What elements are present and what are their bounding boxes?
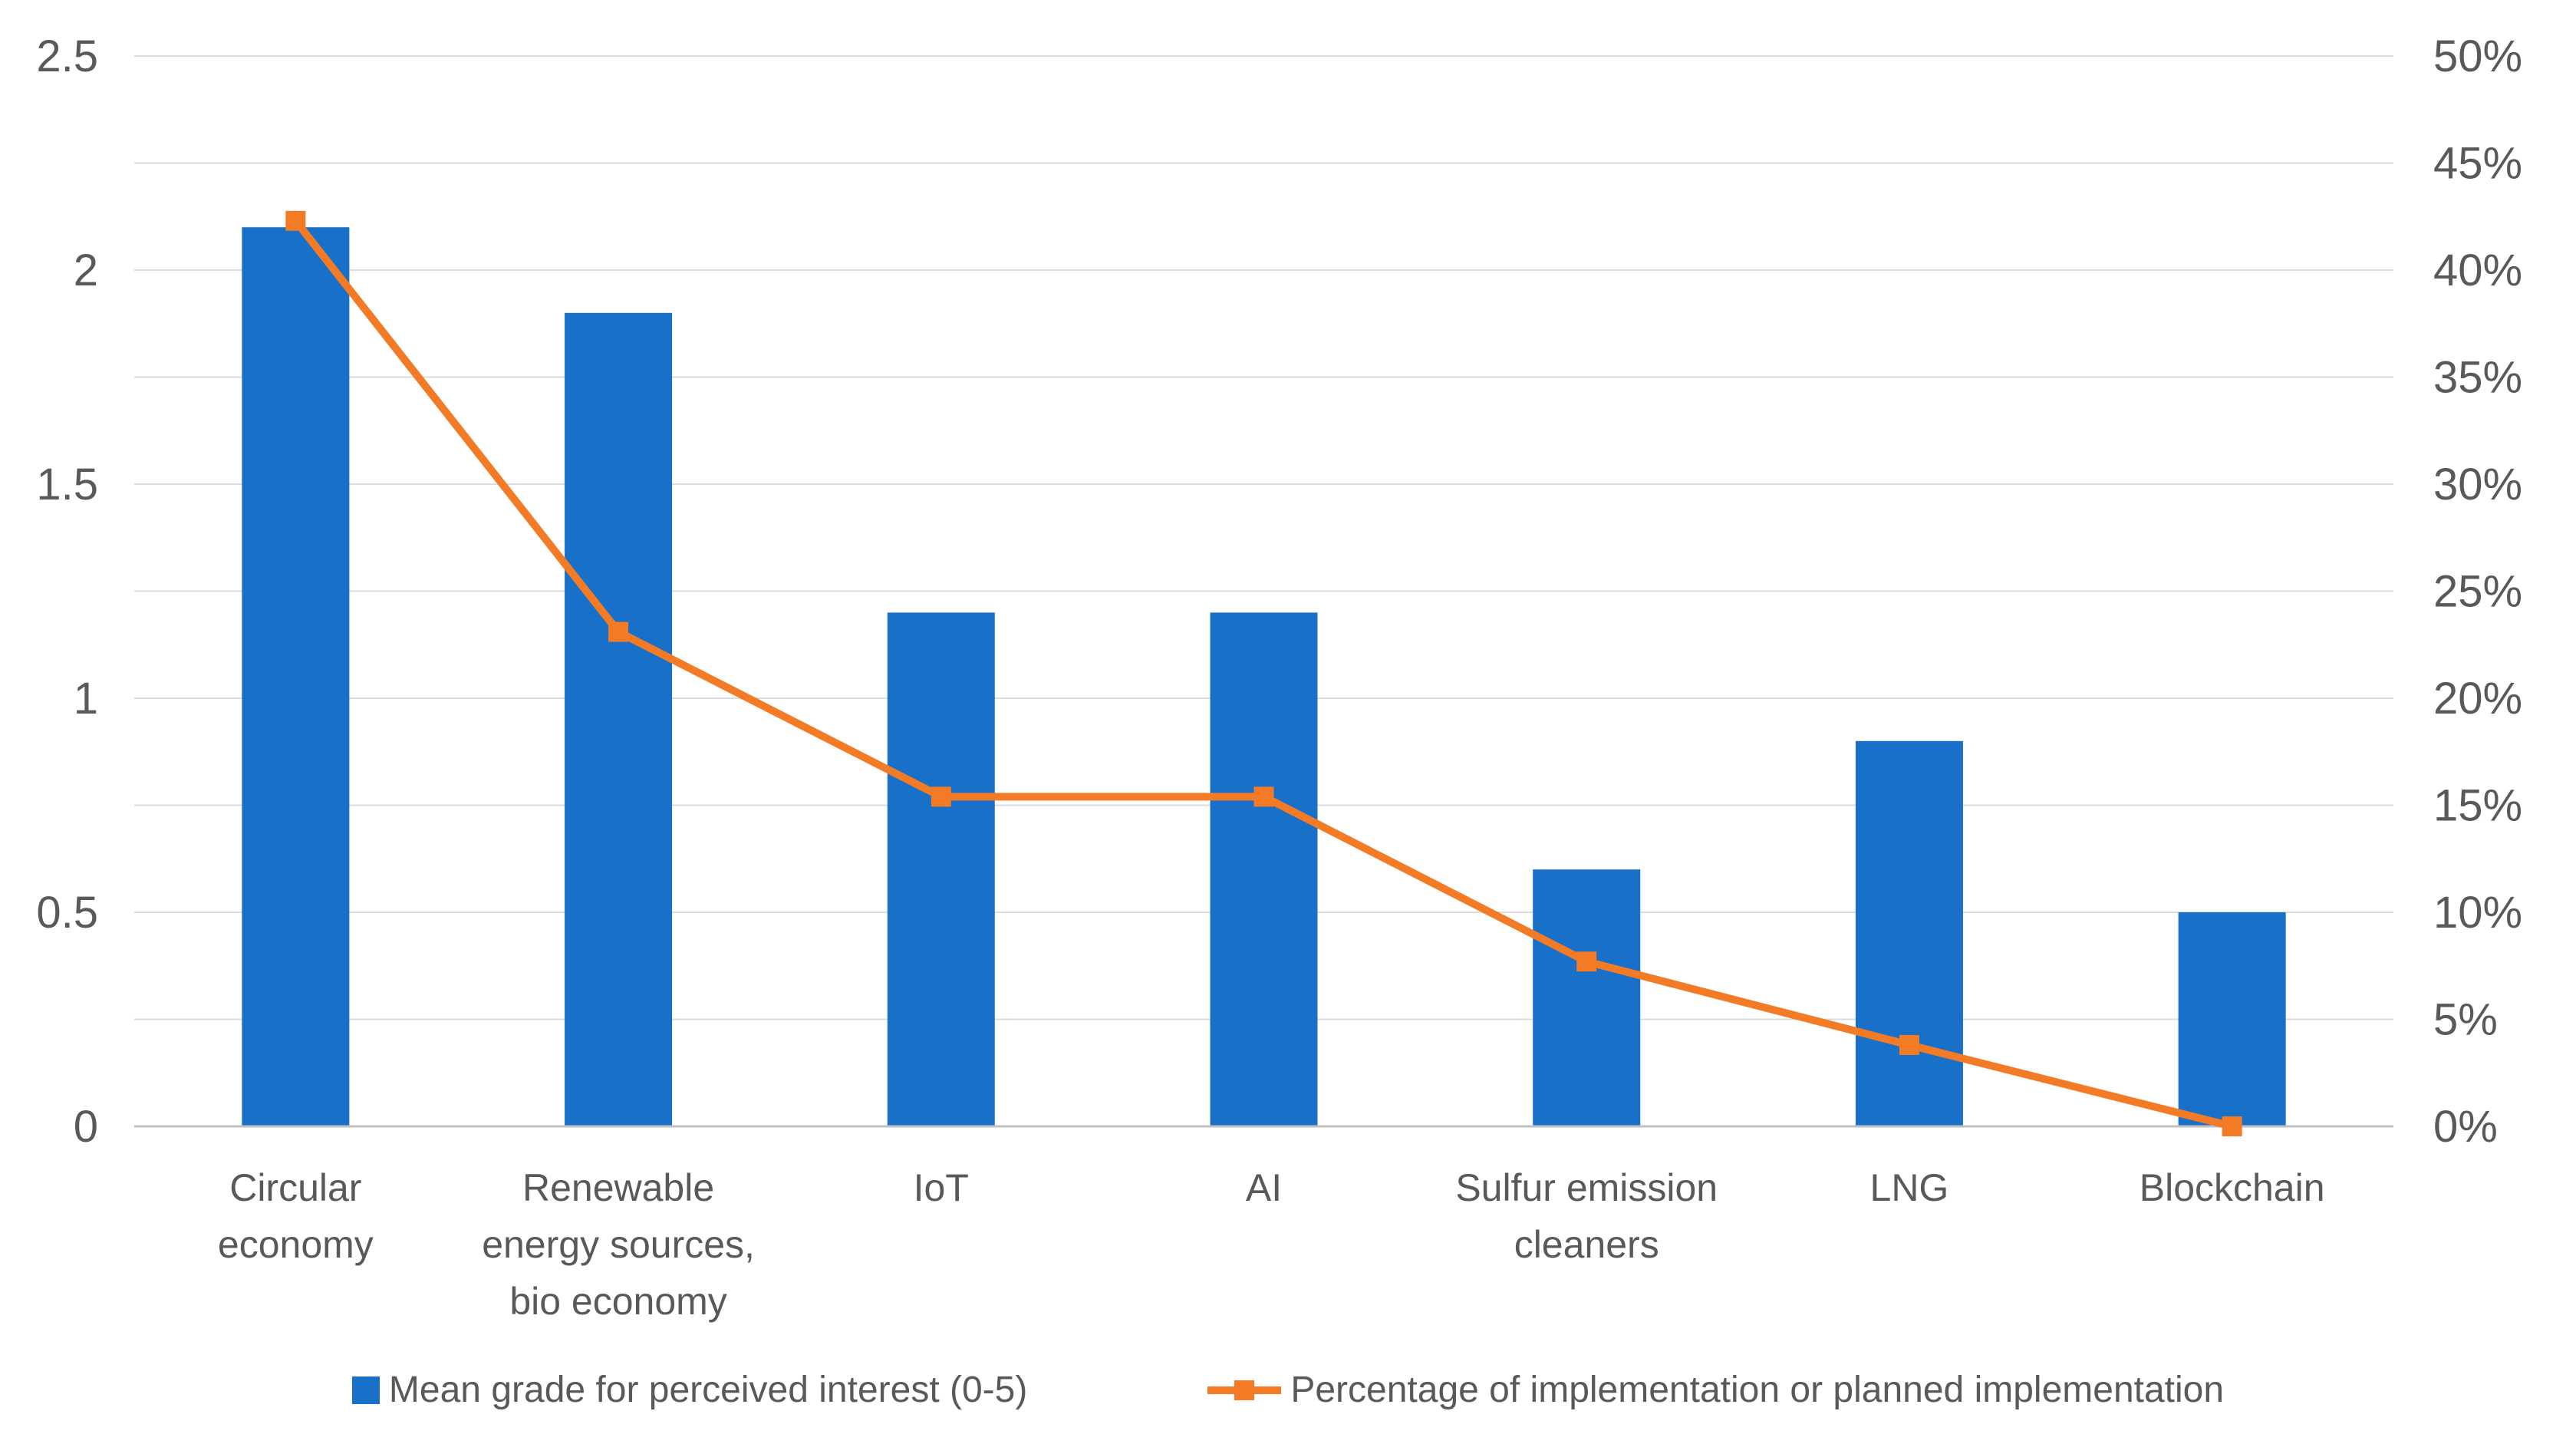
category-label: cleaners [1514,1223,1659,1266]
line-marker-sulfur-emission-cleaners [1576,951,1597,972]
line-marker-ai [1253,786,1274,807]
left-axis-tick: 0.5 [36,888,98,938]
right-axis-tick: 35% [2433,353,2522,403]
legend-item-bar-series: Mean grade for perceived interest (0-5) [351,1369,1028,1411]
right-axis-tick: 0% [2433,1102,2498,1152]
bar-series-label: Mean grade for perceived interest (0-5) [388,1370,1028,1410]
bar-ai [1210,612,1318,1126]
line-marker-circular-economy [285,210,306,231]
bar-sulfur-emission-cleaners [1533,869,1641,1126]
left-axis-tick: 2.5 [36,31,98,81]
category-label: bio economy [509,1280,727,1323]
category-label: Blockchain [2140,1166,2325,1209]
category-label: Sulfur emission [1455,1166,1718,1209]
bar-series-swatch-icon [351,1376,380,1404]
left-axis-tick: 1 [74,674,98,724]
category-label: IoT [914,1166,969,1209]
left-axis-tick: 1.5 [36,460,98,509]
bar-iot [887,612,995,1126]
right-axis-tick: 25% [2433,567,2522,617]
line-marker-iot [931,786,951,807]
right-axis-tick: 10% [2433,888,2522,938]
right-axis-tick: 45% [2433,139,2522,189]
line-marker-renewable-energy-sources-bio-economy [608,621,629,642]
legend-item-line-series: Percentage of implementation or planned … [1207,1369,2224,1411]
bar-blockchain [2178,912,2286,1126]
right-axis-tick: 30% [2433,460,2522,509]
left-axis-tick: 2 [74,246,98,295]
line-marker-lng [1899,1034,1919,1055]
line-series-marker-icon [1207,1380,1282,1400]
category-label: LNG [1870,1166,1949,1209]
bar-lng [1855,740,1963,1126]
right-axis-tick: 20% [2433,674,2522,724]
bar-circular-economy [242,227,350,1127]
right-axis-tick: 15% [2433,781,2522,831]
category-label: energy sources, [482,1223,755,1266]
category-label: Renewable [522,1166,714,1209]
chart-legend: Mean grade for perceived interest (0-5) … [0,1369,2576,1411]
right-axis-tick: 40% [2433,246,2522,295]
category-label: AI [1246,1166,1282,1209]
category-label: economy [218,1223,374,1266]
line-series-label: Percentage of implementation or planned … [1290,1370,2225,1410]
line-marker-blockchain [2222,1116,2242,1136]
right-axis-tick: 5% [2433,995,2498,1045]
left-axis-tick: 0 [74,1102,98,1152]
category-label: Circular [229,1166,361,1209]
bar-renewable-energy-sources-bio-economy [565,312,673,1126]
right-axis-tick: 50% [2433,31,2522,81]
